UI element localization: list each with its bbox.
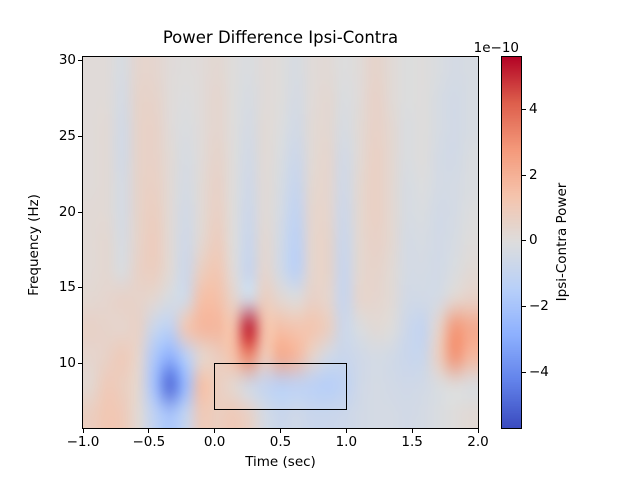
- chart-title: Power Difference Ipsi-Contra: [162, 28, 399, 47]
- x-tick-mark: [148, 429, 150, 433]
- colorbar-tick-mark: [522, 371, 526, 373]
- x-tick-mark: [477, 429, 479, 433]
- x-tick-mark: [214, 429, 216, 433]
- colorbar-tick-mark: [522, 306, 526, 308]
- plot-area: [82, 56, 479, 429]
- x-tick-mark: [345, 429, 347, 433]
- colorbar-tick-label: 0: [529, 232, 538, 249]
- y-tick-label: 10: [58, 355, 76, 372]
- y-tick-label: 30: [58, 52, 76, 69]
- y-tick-mark: [78, 287, 82, 289]
- x-tick-label: 0.5: [269, 434, 292, 450]
- x-tick-label: −1.0: [66, 434, 100, 450]
- x-tick-label: 1.5: [401, 434, 423, 450]
- x-tick-mark: [411, 429, 413, 433]
- x-tick-mark: [82, 429, 84, 433]
- colorbar-tick-label: −4: [529, 363, 549, 380]
- colorbar-tick-mark: [522, 109, 526, 111]
- x-axis-label: Time (sec): [245, 454, 316, 470]
- y-axis-label: Frequency (Hz): [26, 194, 42, 296]
- y-tick-mark: [78, 211, 82, 213]
- x-tick-label: 2.0: [467, 434, 489, 450]
- x-tick-mark: [280, 429, 281, 433]
- x-tick-label: −0.5: [132, 434, 166, 450]
- x-tick-label: 0.0: [203, 434, 226, 450]
- y-tick-label: 25: [58, 128, 76, 144]
- y-tick-mark: [78, 136, 82, 137]
- colorbar-tick-label: −2: [529, 298, 549, 315]
- y-tick-mark: [78, 363, 82, 365]
- heatmap-canvas: [83, 57, 478, 428]
- y-tick-label: 20: [58, 203, 76, 220]
- colorbar-tick-mark: [522, 240, 526, 242]
- y-tick-label: 15: [58, 279, 76, 296]
- colorbar-canvas: [502, 57, 521, 428]
- annotation-rect: [213, 362, 348, 411]
- colorbar-label: Ipsi-Contra Power: [554, 182, 570, 302]
- colorbar-tick-label: 4: [529, 101, 538, 118]
- colorbar-scale-offset: 1e−10: [473, 40, 519, 56]
- x-tick-label: 1.0: [335, 434, 358, 450]
- y-tick-mark: [78, 60, 82, 62]
- colorbar: [501, 56, 522, 429]
- colorbar-tick-mark: [522, 174, 526, 176]
- colorbar-tick-label: 2: [529, 166, 538, 183]
